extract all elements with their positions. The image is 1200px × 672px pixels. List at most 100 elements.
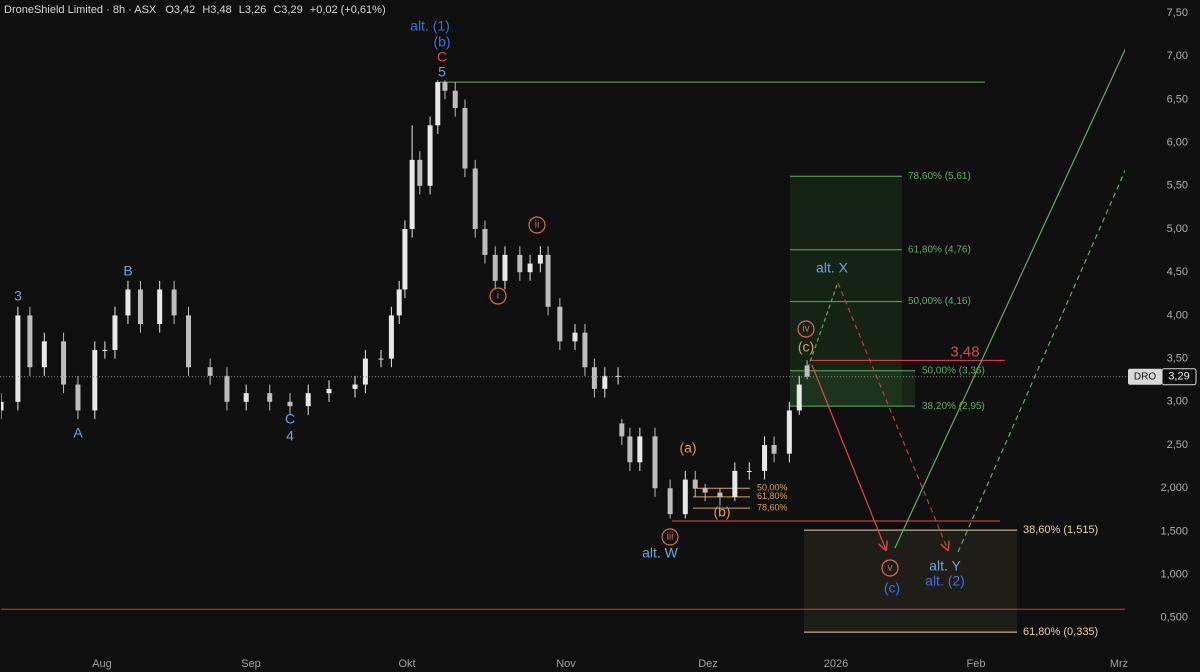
candle-body	[305, 393, 311, 407]
wave-label: iii	[667, 532, 674, 543]
candle-body	[619, 423, 625, 437]
candle-body	[378, 358, 384, 360]
y-tick-label: 7,00	[1167, 50, 1188, 62]
header-high: H3,48	[202, 4, 231, 16]
candle-body	[537, 254, 543, 264]
x-tick-label: Sep	[241, 658, 261, 670]
candle-body	[435, 82, 441, 126]
level-label: 50,00% (3,36)	[922, 365, 985, 376]
wave-label: v	[888, 563, 893, 574]
candle-body	[582, 332, 588, 368]
projection	[894, 48, 1125, 549]
level-label: 50,00%	[757, 483, 788, 493]
candle-body	[137, 289, 143, 325]
wave-label: alt. Y	[929, 558, 961, 574]
candle-body	[527, 263, 533, 273]
wave-label: alt. (1)	[410, 18, 450, 34]
wave-label: 5	[438, 64, 446, 80]
price-tag-symbol: DRO	[1134, 371, 1156, 382]
level-label: 61,80% (4,76)	[908, 244, 971, 255]
header: DroneShield Limited · 8h · ASX O3,42 H3,…	[4, 4, 386, 16]
price-tag-label: 3,29	[1168, 371, 1189, 383]
candle-body	[771, 445, 777, 454]
wave-circle	[528, 216, 546, 234]
candle-body	[427, 125, 433, 186]
candle-body	[517, 254, 523, 273]
y-tick-label: 4,50	[1167, 266, 1188, 278]
candle-body	[92, 349, 98, 411]
candle-body	[442, 82, 448, 91]
wave-label: (b)	[433, 34, 450, 50]
level-label: 38,20% (2,95)	[922, 401, 985, 412]
candle-body	[652, 436, 658, 489]
candle-body	[682, 479, 688, 515]
header-open: O3,42	[165, 4, 195, 16]
wave-label: iv	[802, 324, 809, 335]
candle-body	[243, 393, 249, 402]
level-label: 78,60% (5,61)	[908, 171, 971, 182]
candle-body	[224, 375, 230, 402]
price-tag-symbol-bg	[1128, 368, 1162, 385]
wave-label: C	[437, 49, 447, 65]
wave-circle	[661, 528, 679, 546]
y-tick-label: 3,00	[1167, 396, 1188, 408]
header-change: +0,02 (+0,61%)	[310, 4, 386, 16]
price-tag-bg	[1161, 368, 1197, 386]
candle-body	[462, 108, 468, 169]
level-label: 61,80%	[757, 491, 788, 501]
x-tick-label: Dez	[698, 658, 718, 670]
candle-body	[492, 254, 498, 281]
y-tick-label: 2,000	[1160, 482, 1188, 494]
candle-body	[545, 254, 551, 307]
candle-body	[417, 159, 423, 186]
x-tick-label: 2026	[824, 658, 848, 670]
wave-circle	[881, 559, 899, 577]
projection	[837, 282, 948, 550]
candle-body	[112, 315, 118, 350]
candle-body	[157, 289, 163, 325]
projection	[811, 364, 886, 550]
candle-body	[746, 470, 752, 472]
header-close: C3,29	[273, 4, 302, 16]
candle-body	[472, 168, 478, 229]
wave-label: C	[285, 411, 295, 427]
candle-body	[786, 410, 792, 454]
wave-label: alt. X	[816, 260, 849, 276]
candle-body	[572, 332, 578, 342]
level-label: 38,60% (1,515)	[1023, 524, 1098, 536]
candle-body	[102, 349, 108, 351]
y-tick-label: 7,50	[1167, 7, 1188, 19]
wave-label: B	[123, 263, 132, 279]
candle-body	[352, 384, 358, 389]
candle-body	[557, 306, 563, 342]
candle-body	[502, 254, 508, 281]
candle-body	[702, 488, 708, 493]
wave-label: alt. W	[642, 545, 679, 561]
y-tick-label: 2,50	[1167, 439, 1188, 451]
x-tick-label: Mrz	[1110, 658, 1128, 670]
wave-label: (a)	[679, 440, 696, 456]
candle-body	[637, 436, 643, 463]
candle-body	[409, 159, 415, 229]
x-tick-label: Feb	[967, 658, 986, 670]
wave-label: 4	[286, 428, 294, 444]
y-tick-label: 0,500	[1160, 612, 1188, 624]
candle-body	[804, 365, 810, 377]
candle-body	[388, 315, 394, 359]
y-tick-label: 4,00	[1167, 309, 1188, 321]
candle-body	[41, 341, 47, 368]
wave-label: (c)	[798, 339, 814, 355]
candle-body	[326, 388, 332, 394]
level-label: 3,48	[950, 343, 979, 360]
x-tick-label: Aug	[92, 658, 112, 670]
candle-body	[362, 358, 368, 385]
y-tick-label: 5,00	[1167, 223, 1188, 235]
candle-body	[125, 289, 131, 316]
candle-body	[396, 289, 402, 316]
candle-body	[61, 341, 67, 385]
target-box	[804, 530, 1017, 633]
wave-label: A	[73, 425, 83, 441]
candle-body	[186, 315, 192, 368]
